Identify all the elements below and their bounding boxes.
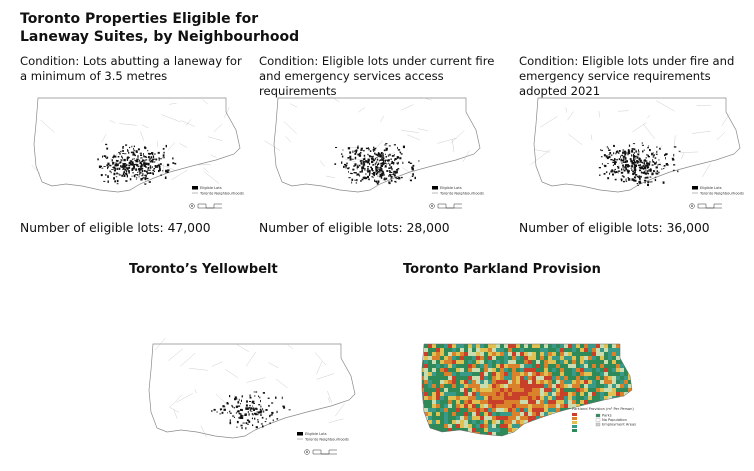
yellowbelt-map: Eligible Lots Toronto Neighbourhoods — [148, 337, 356, 455]
toronto-outline — [530, 97, 741, 193]
toronto-outline — [31, 97, 241, 193]
parkland-provision-map: Parkland Provision (m² Per Person) ParksN… — [421, 343, 636, 437]
svg-text:Parkland Provision (m² Per Per: Parkland Provision (m² Per Person) — [572, 407, 634, 411]
page-title-line1: Toronto Properties Eligible for — [20, 11, 259, 27]
eligible-count-1: Number of eligible lots: 47,000 — [20, 221, 211, 235]
eligible-lots-map-1: Eligible Lots Toronto Neighbourhoods — [31, 97, 244, 209]
map-legend: Eligible Lots Toronto Neighbourhoods — [192, 186, 244, 196]
svg-text:Toronto Neighbourhoods: Toronto Neighbourhoods — [439, 192, 484, 196]
eligible-lots-dots — [211, 391, 291, 430]
svg-text:Eligible Lots: Eligible Lots — [700, 186, 722, 190]
map-legend: Eligible Lots Toronto Neighbourhoods — [297, 432, 349, 442]
svg-text:Parks: Parks — [602, 414, 612, 418]
parkland-legend: Parkland Provision (m² Per Person) ParksN… — [572, 407, 636, 432]
scale-bar-icon — [312, 449, 337, 455]
map-legend: Eligible Lots Toronto Neighbourhoods — [692, 186, 744, 196]
north-arrow-icon — [304, 449, 310, 455]
svg-text:Toronto Neighbourhoods: Toronto Neighbourhoods — [304, 438, 349, 442]
parkland-outline — [421, 343, 633, 437]
eligible-count-2: Number of eligible lots: 28,000 — [259, 221, 450, 235]
map-legend: Eligible Lots Toronto Neighbourhoods — [432, 186, 484, 196]
toronto-outline — [264, 94, 481, 193]
north-arrow-icon — [689, 203, 695, 209]
condition-text-2: Condition: Eligible lots under current f… — [259, 54, 495, 98]
page-title-line2: Laneway Suites, by Neighbourhood — [20, 29, 300, 45]
svg-text:Employment Areas: Employment Areas — [602, 423, 636, 427]
yellowbelt-title: Toronto’s Yellowbelt — [129, 262, 278, 277]
eligible-lots-dots — [598, 142, 681, 186]
eligible-lots-dots — [334, 143, 420, 185]
scale-bar-icon — [437, 203, 462, 209]
scale-bar-icon — [197, 203, 222, 209]
condition-text-1: Condition: Lots abutting a laneway for a… — [20, 54, 242, 83]
svg-text:Eligible Lots: Eligible Lots — [440, 186, 462, 190]
svg-text:No Population: No Population — [602, 418, 627, 422]
parkland-title: Toronto Parkland Provision — [403, 262, 601, 277]
toronto-outline — [148, 337, 356, 439]
svg-text:Toronto Neighbourhoods: Toronto Neighbourhoods — [699, 192, 744, 196]
page-title: Toronto Properties Eligible for Laneway … — [20, 10, 300, 46]
svg-text:Eligible Lots: Eligible Lots — [200, 186, 222, 190]
north-arrow-icon — [189, 203, 195, 209]
eligible-lots-map-2: Eligible Lots Toronto Neighbourhoods — [264, 94, 484, 209]
eligible-count-3: Number of eligible lots: 36,000 — [519, 221, 710, 235]
eligible-lots-map-3: Eligible Lots Toronto Neighbourhoods — [530, 97, 744, 209]
svg-text:Toronto Neighbourhoods: Toronto Neighbourhoods — [199, 192, 244, 196]
north-arrow-icon — [429, 203, 435, 209]
svg-text:Eligible Lots: Eligible Lots — [305, 432, 327, 436]
eligible-lots-dots — [97, 143, 177, 185]
condition-text-3: Condition: Eligible lots under fire and … — [519, 54, 735, 98]
scale-bar-icon — [697, 203, 722, 209]
